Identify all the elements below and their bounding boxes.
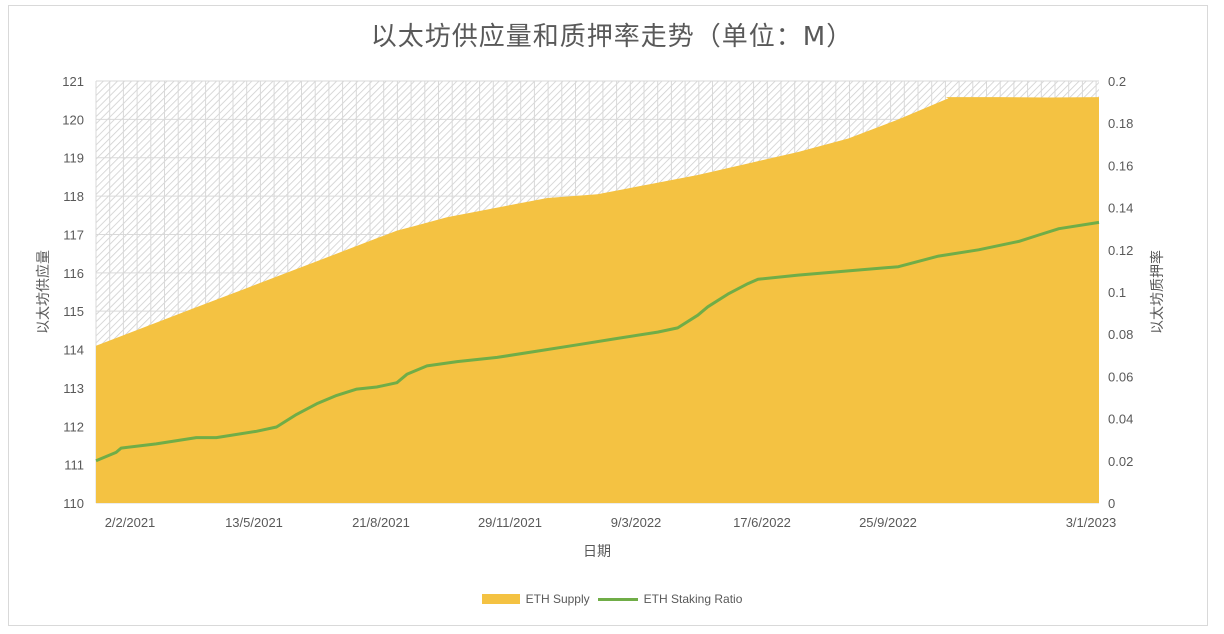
svg-text:0.18: 0.18 [1108,116,1133,131]
svg-text:110: 110 [63,496,84,511]
eth-staking-line [95,220,1100,463]
y-axis-left-title: 以太坊供应量 [35,250,52,334]
svg-text:0.06: 0.06 [1108,369,1133,384]
svg-text:29/11/2021: 29/11/2021 [478,515,542,530]
svg-text:0.16: 0.16 [1108,158,1133,173]
svg-text:0.08: 0.08 [1108,327,1133,342]
svg-text:21/8/2021: 21/8/2021 [352,515,410,530]
svg-text:17/6/2022: 17/6/2022 [733,515,791,530]
svg-text:0.2: 0.2 [1108,74,1126,89]
svg-text:113: 113 [63,381,84,396]
legend-staking-label: ETH Staking Ratio [643,592,743,606]
svg-text:13/5/2021: 13/5/2021 [225,515,283,530]
svg-text:2/2/2021: 2/2/2021 [105,515,156,530]
svg-text:114: 114 [63,343,84,358]
svg-text:9/3/2022: 9/3/2022 [611,515,662,530]
svg-text:0.02: 0.02 [1108,454,1133,469]
svg-text:119: 119 [63,151,84,166]
svg-text:118: 118 [63,189,84,204]
svg-text:117: 117 [63,227,84,242]
legend-item-supply[interactable]: ETH Supply [481,592,590,606]
svg-text:115: 115 [63,304,84,319]
svg-text:0: 0 [1108,496,1115,511]
svg-text:112: 112 [63,419,84,434]
staking-swatch-icon [597,597,638,601]
supply-swatch-icon [481,594,520,604]
svg-text:116: 116 [63,266,84,281]
svg-text:121: 121 [62,74,84,89]
svg-text:0.12: 0.12 [1108,243,1133,258]
y-axis-right-title: 以太坊质押率 [1149,250,1166,334]
svg-text:120: 120 [62,112,84,127]
svg-text:3/1/2023: 3/1/2023 [1066,515,1117,530]
y-axis-right-ticks: 0.2 0.18 0.16 0.14 0.12 0.1 0.08 0.06 0.04 0.02 0 [1108,74,1133,511]
legend-item-staking[interactable]: ETH Staking Ratio [594,592,743,606]
svg-text:0.04: 0.04 [1108,412,1133,427]
chart-title: 以太坊供应量和质押率走势（单位：M） [370,22,854,52]
legend-supply-label: ETH Supply [525,592,590,606]
eth-supply-area [96,97,1099,503]
legend: ETH Supply ETH Staking Ratio [0,592,1224,606]
svg-text:25/9/2022: 25/9/2022 [859,515,917,530]
y-axis-left-ticks: 121 120 119 118 117 116 115 114 113 112 111 110 [62,74,84,511]
svg-text:111: 111 [64,458,84,473]
x-axis-ticks: 2/2/2021 13/5/2021 21/8/2021 29/11/2021 9/3/… [105,515,1117,530]
x-axis-title: 日期 [583,544,611,560]
svg-text:0.1: 0.1 [1108,285,1126,300]
svg-text:0.14: 0.14 [1108,201,1133,216]
